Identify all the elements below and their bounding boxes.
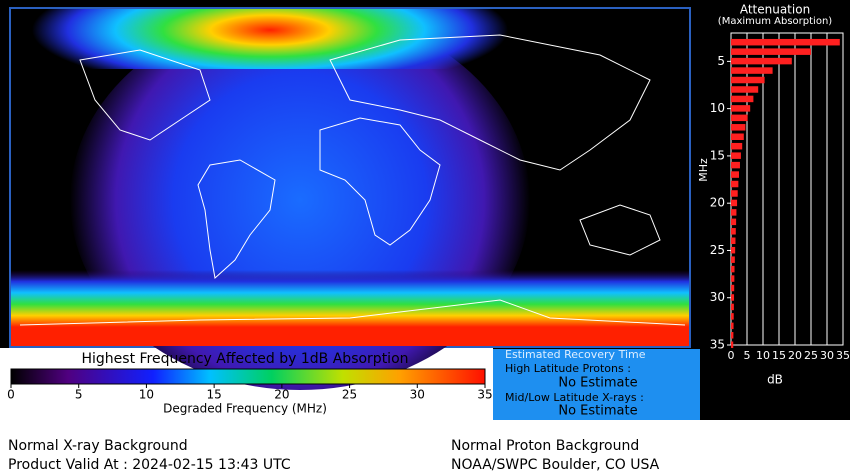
bar (731, 256, 735, 263)
coastlines (19, 34, 686, 326)
x-tick-label: 35 (836, 349, 850, 362)
x-tick-label: 10 (756, 349, 770, 362)
bar (731, 152, 741, 159)
colorbar-tick-label: 20 (274, 388, 289, 402)
bar (731, 322, 734, 330)
bar (731, 341, 734, 348)
footer-text: Normal Proton Background (451, 438, 639, 454)
colorbar-tick-label: 30 (410, 388, 425, 402)
bar (731, 284, 735, 292)
bar (731, 275, 735, 282)
bar (731, 38, 840, 46)
recovery-label: Mid/Low Latitude X-rays : (505, 391, 644, 404)
south-absorption (11, 270, 689, 346)
recovery-box (493, 349, 700, 420)
y-tick-label: 15 (710, 148, 725, 162)
bar (731, 265, 735, 273)
bar (731, 76, 765, 84)
x-tick-label: 15 (772, 349, 786, 362)
x-tick-label: 25 (804, 349, 818, 362)
x-tick-label: 20 (788, 349, 802, 362)
footer-text: Normal X-ray Background (8, 438, 188, 454)
y-tick-label: 30 (710, 290, 725, 304)
recovery-value: No Estimate (558, 404, 637, 419)
north-absorption (11, 9, 689, 69)
chart-subtitle: (Maximum Absorption) (718, 16, 832, 27)
y-tick-label: 35 (710, 338, 725, 352)
bar (731, 86, 759, 93)
colorbar (10, 368, 486, 385)
colorbar-tick-label: 15 (207, 388, 222, 402)
bar (731, 180, 739, 188)
bar (731, 133, 744, 140)
x-tick-label: 0 (728, 349, 735, 362)
recovery-title: Estimated Recovery Time (505, 348, 646, 361)
y-axis-label: MHz (697, 158, 710, 182)
colorbar-title: Highest Frequency Affected by 1dB Absorp… (81, 351, 408, 367)
bar (731, 303, 734, 311)
footer-text: NOAA/SWPC Boulder, CO USA (451, 457, 660, 473)
map (9, 7, 691, 390)
bar (731, 313, 734, 320)
colorbar-tick-label: 0 (7, 388, 15, 402)
chart-title: Attenuation (740, 3, 810, 17)
bar (731, 105, 751, 112)
recovery-label: High Latitude Protons : (505, 362, 631, 375)
recovery-value: No Estimate (558, 376, 637, 391)
bar (731, 218, 737, 226)
x-tick-label: 5 (744, 349, 751, 362)
bar (731, 332, 734, 339)
bar (731, 95, 754, 103)
bar (731, 48, 811, 55)
bar (731, 237, 736, 244)
y-tick-label: 25 (710, 243, 725, 257)
bar (731, 294, 735, 301)
colorbar-tick-label: 5 (75, 388, 83, 402)
footer-panel (0, 420, 850, 475)
bar (731, 246, 736, 254)
y-tick-label: 10 (710, 101, 725, 115)
bar (731, 57, 792, 65)
bar (731, 142, 743, 150)
bar (731, 124, 746, 131)
x-axis-label: dB (767, 373, 783, 387)
bar (731, 228, 736, 235)
bar (731, 209, 737, 216)
bar (731, 161, 740, 169)
y-tick-label: 5 (717, 54, 725, 68)
y-tick-label: 20 (710, 196, 725, 210)
bar (731, 67, 773, 74)
footer-text: Product Valid At : 2024-02-15 13:43 UTC (8, 457, 291, 473)
colorbar-label: Degraded Frequency (MHz) (163, 402, 327, 416)
colorbar-tick-label: 25 (342, 388, 357, 402)
colorbar-tick-label: 10 (139, 388, 154, 402)
bar (731, 199, 738, 207)
bar (731, 171, 739, 178)
colorbar-tick-label: 35 (477, 388, 492, 402)
bar (731, 190, 738, 197)
bar (731, 114, 748, 122)
x-tick-label: 30 (820, 349, 834, 362)
